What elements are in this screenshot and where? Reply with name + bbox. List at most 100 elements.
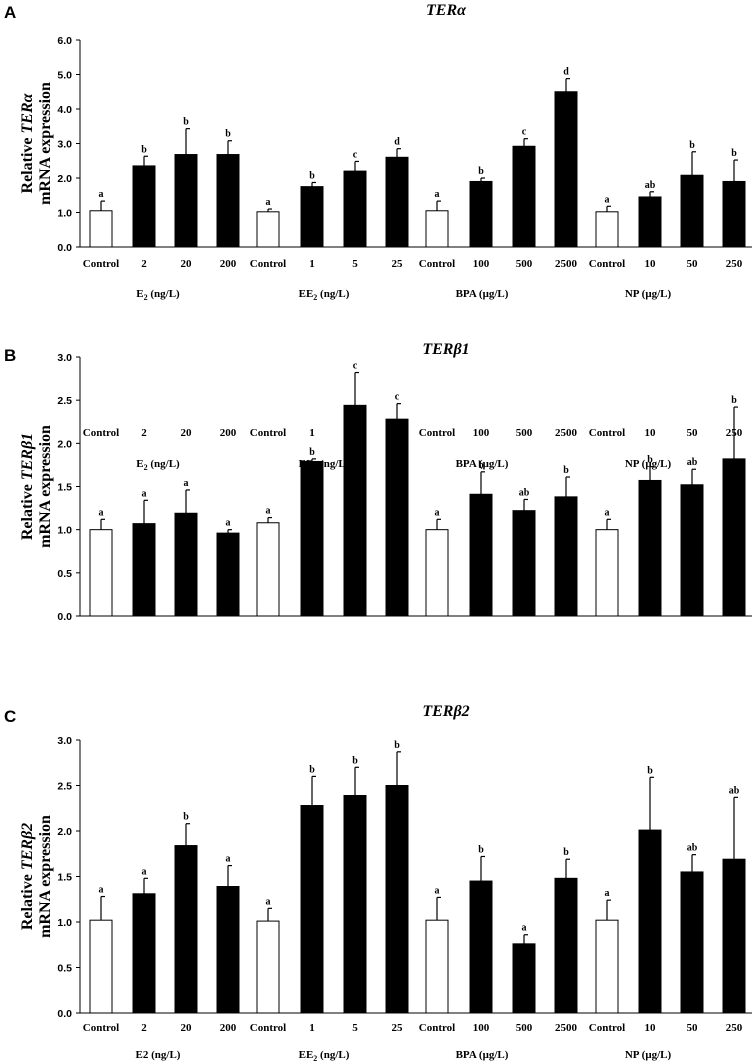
significance-letter: b [183,117,189,128]
treatment-bar [680,174,704,248]
x-category-label: 5 [352,258,358,270]
control-bar [425,210,449,248]
significance-letter: b [731,148,737,159]
x-category-label: 20 [181,1022,193,1034]
x-category-label: Control [83,427,119,439]
control-bar [256,211,280,248]
control-bar [425,919,449,1014]
x-category-label: 50 [687,427,699,439]
treatment-bar [512,145,536,248]
x-category-label: 100 [473,258,490,270]
panel-letter-b: B [4,346,16,365]
significance-letter: b [647,765,653,776]
x-category-label: 200 [220,427,237,439]
significance-letter: b [689,140,695,151]
x-category-label: 20 [181,258,193,270]
x-category-label: Control [250,1022,286,1034]
significance-letter: b [183,812,189,823]
control-bar [256,920,280,1014]
x-category-label: 10 [645,427,657,439]
x-group-label: E2 (ng/L) [136,1049,181,1061]
y-tick-label: 3.0 [57,352,72,364]
y-tick-label: 0.0 [57,1008,72,1020]
treatment-bar [385,156,409,248]
treatment-bar [638,829,662,1014]
treatment-bar [174,845,198,1014]
significance-letter: a [266,506,271,517]
significance-letter: b [563,465,569,476]
x-category-label: 500 [516,258,533,270]
significance-letter: b [309,447,315,458]
treatment-bar [469,493,493,617]
significance-letter: a [266,197,271,208]
significance-letter: a [99,189,104,200]
significance-letter: b [478,460,484,471]
y-axis-label-line1: Relative TERβ1 [19,433,36,540]
x-category-label: Control [419,1022,455,1034]
x-category-label: 500 [516,427,533,439]
x-category-label: Control [250,258,286,270]
treatment-bar [554,496,578,617]
chart-title: TERβ1 [422,341,469,358]
significance-letter: a [435,189,440,200]
x-category-label: 250 [726,427,743,439]
x-category-label: 250 [726,1022,743,1034]
treatment-bar [680,484,704,617]
significance-letter: ab [729,785,740,796]
treatment-bar [469,180,493,248]
panel-letter-a: A [4,3,16,22]
significance-letter: a [605,507,610,518]
x-category-label: 500 [516,1022,533,1034]
control-bar [425,529,449,617]
chart-title: TERα [426,2,467,19]
chart-panel-b: TERβ1 Relative TERβ1 mRNA expression 0.0 0.5… [19,341,752,623]
y-tick-label: 1.0 [57,917,72,929]
x-category-label: 10 [645,258,657,270]
treatment-bar [216,532,240,617]
x-group-label: NP (μg/L) [625,288,672,300]
significance-letter: b [563,847,569,858]
x-category-label: Control [250,427,286,439]
x-group-label: EE2 (ng/L) [299,1049,350,1063]
x-group-label: BPA (μg/L) [456,458,509,470]
x-category-label: 5 [352,1022,358,1034]
control-bar [595,211,619,248]
treatment-bar [300,460,324,617]
x-group-label: EE2 (ng/L) [299,458,350,472]
treatment-bar [132,893,156,1014]
significance-letter: a [99,885,104,896]
x-group-label: NP (μg/L) [625,1049,672,1061]
treatment-bar [554,91,578,248]
panel-letter-c: C [4,707,16,726]
y-axis-label-line1: Relative TERα [19,92,36,193]
significance-letter: ab [645,180,656,191]
y-tick-label: 4.0 [57,104,72,116]
treatment-bar [512,943,536,1014]
treatment-bar [300,186,324,248]
significance-letter: a [184,478,189,489]
x-category-label: 2500 [555,1022,578,1034]
y-tick-label: 1.5 [57,482,72,494]
x-category-label: 20 [181,427,193,439]
y-tick-label: 2.0 [57,173,72,185]
significance-letter: d [563,67,569,78]
significance-letter: c [522,127,527,138]
y-axis-label-line2: mRNA expression [37,82,54,205]
control-bar [595,529,619,617]
significance-letter: a [142,866,147,877]
significance-letter: a [226,854,231,865]
chart-panel-a: TERα Relative TERα mRNA expression 0.0 1.0 2.… [19,2,752,302]
treatment-bar [343,795,367,1014]
significance-letter: c [353,361,358,372]
y-tick-label: 2.5 [57,395,72,407]
y-tick-label: 1.5 [57,872,72,884]
significance-letter: ab [687,843,698,854]
x-category-label: Control [419,258,455,270]
significance-letter: a [605,888,610,899]
x-category-label: 200 [220,258,237,270]
y-tick-label: 2.5 [57,781,72,793]
x-category-label: 200 [220,1022,237,1034]
significance-letter: b [394,740,400,751]
significance-letter: b [352,755,358,766]
